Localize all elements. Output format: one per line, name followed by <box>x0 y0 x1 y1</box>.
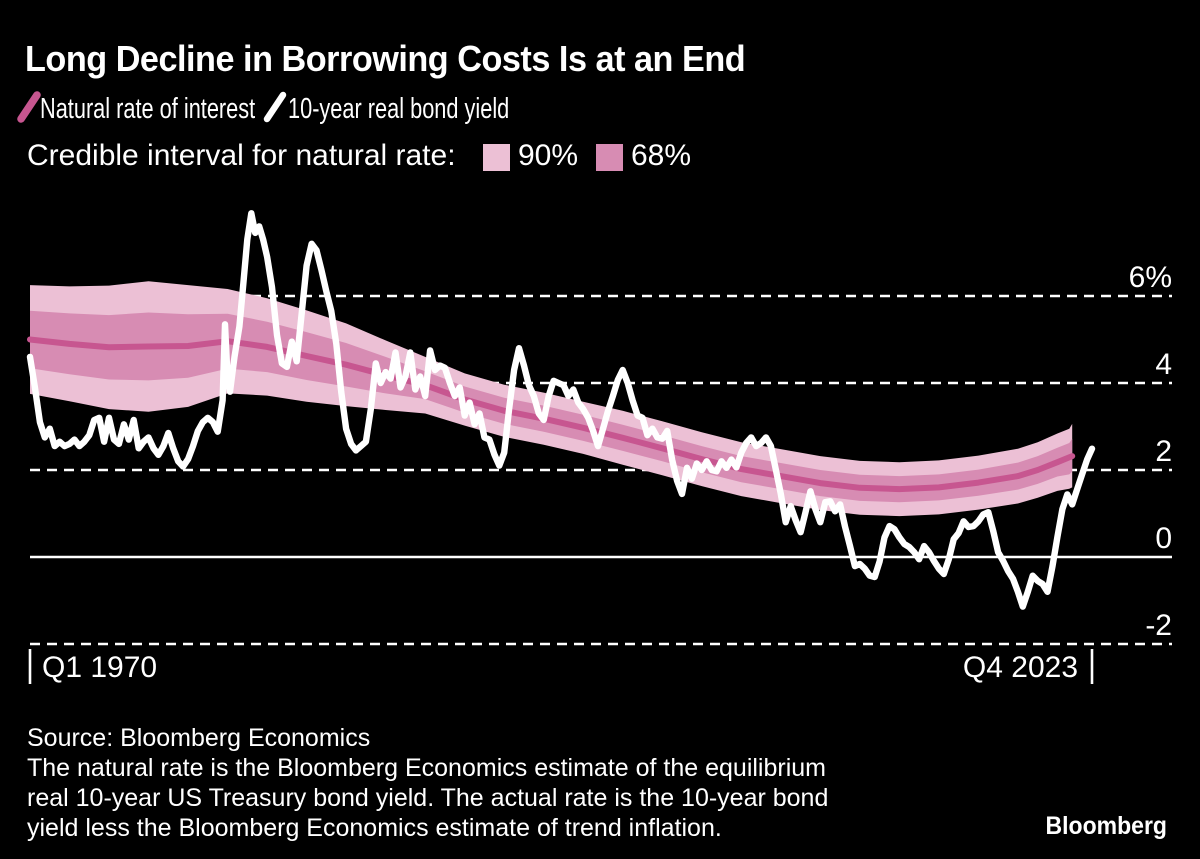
natural-rate-line-icon <box>17 91 41 123</box>
note-line-1: The natural rate is the Bloomberg Econom… <box>27 754 826 782</box>
note-line-2: real 10-year US Treasury bond yield. The… <box>27 784 829 812</box>
x-axis-start-label: Q1 1970 <box>42 651 158 684</box>
bloomberg-logo: Bloomberg <box>1045 812 1167 840</box>
footer-notes: Source: Bloomberg Economics The natural … <box>27 723 828 843</box>
y-tick-neg2: -2 <box>1145 609 1172 642</box>
interval-90-swatch <box>483 144 510 171</box>
note-line-3: yield less the Bloomberg Economics estim… <box>27 814 722 842</box>
x-axis-end-label: Q4 2023 <box>962 651 1078 684</box>
bond-yield-legend-label: 10-year real bond yield <box>288 93 510 125</box>
credible-interval-label: Credible interval for natural rate: <box>27 139 456 172</box>
y-tick-2: 2 <box>1155 435 1172 468</box>
interval-68-swatch <box>596 144 623 171</box>
interval-90-label: 90% <box>518 139 579 172</box>
natural-rate-legend-label: Natural rate of interest <box>40 93 256 125</box>
y-tick-0: 0 <box>1155 522 1172 555</box>
y-tick-6pct: 6% <box>1128 261 1172 294</box>
source-line: Source: Bloomberg Economics <box>27 724 371 752</box>
interval-68-label: 68% <box>631 139 692 172</box>
bond-yield-line-icon <box>263 91 287 123</box>
chart-title: Long Decline in Borrowing Costs Is at an… <box>25 38 746 79</box>
y-tick-4: 4 <box>1155 348 1172 381</box>
